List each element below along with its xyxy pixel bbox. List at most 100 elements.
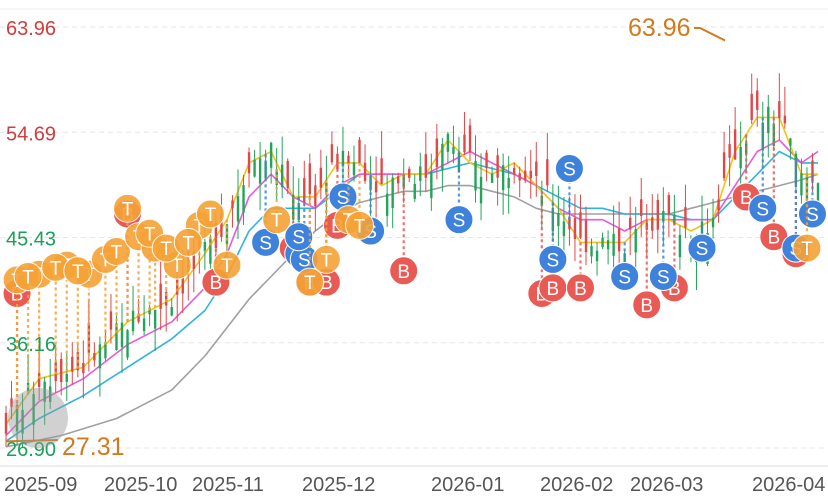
candle-body <box>540 195 544 206</box>
candle-body <box>557 213 560 227</box>
sell-marker-label: S <box>547 250 560 271</box>
candle-body <box>789 138 792 146</box>
candle-body <box>463 134 466 153</box>
trade-marker <box>345 210 375 240</box>
buy-marker <box>389 256 419 286</box>
sell-marker-label: S <box>563 160 576 181</box>
trade-marker <box>311 244 341 274</box>
candle-body <box>601 237 604 248</box>
candle-body <box>435 138 439 168</box>
candle-body <box>700 221 704 239</box>
x-tick-label: 2025-11 <box>192 474 264 496</box>
candle-body <box>673 214 676 225</box>
candle-body <box>617 228 621 252</box>
candle-body <box>485 152 488 169</box>
candle-body <box>452 147 455 154</box>
candle-body <box>662 211 665 221</box>
sell-marker <box>444 205 474 235</box>
sell-marker-label: S <box>806 205 819 226</box>
candle-body <box>120 322 124 348</box>
candle-body <box>783 115 787 124</box>
trade-marker-label: T <box>321 250 333 271</box>
max-leader-line <box>694 27 726 42</box>
candle-body <box>203 241 207 251</box>
candle-body <box>496 155 499 178</box>
candle-body <box>4 412 8 434</box>
candle-body <box>220 213 223 237</box>
buy-marker-label: B <box>574 279 587 300</box>
candle-body <box>490 173 494 183</box>
y-tick-label: 26.90 <box>6 439 56 461</box>
candle-body <box>242 185 245 213</box>
candle-body <box>612 233 615 256</box>
candle-body <box>728 144 731 158</box>
candle-body <box>684 207 687 228</box>
candle-body <box>474 160 477 191</box>
candle-body <box>209 238 212 264</box>
candle-body <box>314 185 317 207</box>
candle-body <box>247 152 251 174</box>
trade-marker <box>792 233 822 263</box>
candle-body <box>176 276 179 295</box>
candle-body <box>380 158 383 184</box>
candle-body <box>767 106 770 134</box>
candle-body <box>441 143 444 171</box>
sell-marker-label: S <box>337 188 350 209</box>
min-value-label: 27.31 <box>62 433 125 461</box>
candle-body <box>292 194 295 220</box>
x-tick-label: 2026-02 <box>540 474 613 496</box>
candle-body <box>148 307 151 315</box>
candle-body <box>584 220 588 253</box>
candle-body <box>573 218 577 239</box>
candle-body <box>286 160 289 188</box>
candle-body <box>606 240 610 250</box>
candle-body <box>358 139 361 164</box>
trade-marker-label: T <box>72 262 84 283</box>
candle-body <box>562 221 566 237</box>
candle-body <box>772 123 776 146</box>
candle-body <box>430 171 433 199</box>
candle-body <box>551 207 555 232</box>
trade-marker-label: T <box>171 256 183 277</box>
candle-body <box>640 199 643 216</box>
sell-marker <box>797 199 827 229</box>
candle-body <box>628 217 632 230</box>
candle-body <box>408 168 411 178</box>
y-tick-label: 45.43 <box>6 229 56 251</box>
candle-body <box>126 330 129 358</box>
min-leader-line <box>5 439 59 443</box>
sell-marker <box>610 261 640 291</box>
candle-body <box>391 177 394 209</box>
sell-marker <box>284 222 314 252</box>
x-tick-label: 2025-12 <box>302 474 375 496</box>
buy-marker-label: B <box>397 262 410 283</box>
candle-body <box>347 155 350 164</box>
candle-body <box>71 356 74 372</box>
candle-body <box>634 229 637 253</box>
candle-body <box>159 283 162 309</box>
buy-marker-label: B <box>210 273 223 294</box>
trade-markers: BBBBBBBBBBBBBBBBSSSSSSSSSSSSSSSTTTTTTTTT… <box>2 117 827 409</box>
candle-body <box>396 176 400 184</box>
trade-marker <box>195 199 225 229</box>
candle-body <box>82 362 85 374</box>
trade-marker <box>113 193 143 223</box>
candle-body <box>811 160 814 181</box>
trade-marker-label: T <box>801 239 813 260</box>
y-axis-ticks: 63.96 54.69 45.43 36.16 26.90 <box>6 18 56 461</box>
candle-body <box>363 162 367 181</box>
candle-body <box>60 358 63 383</box>
candle-body <box>579 212 582 238</box>
candle-body <box>413 183 416 199</box>
candle-body <box>546 159 549 186</box>
buy-marker <box>565 273 595 303</box>
x-tick-label: 2025-09 <box>4 474 77 496</box>
candle-body <box>711 217 715 228</box>
candle-body <box>98 344 102 369</box>
trade-marker-label: T <box>111 242 123 263</box>
candle-body <box>341 150 345 167</box>
candle-body <box>778 101 781 119</box>
candle-body <box>419 166 422 181</box>
